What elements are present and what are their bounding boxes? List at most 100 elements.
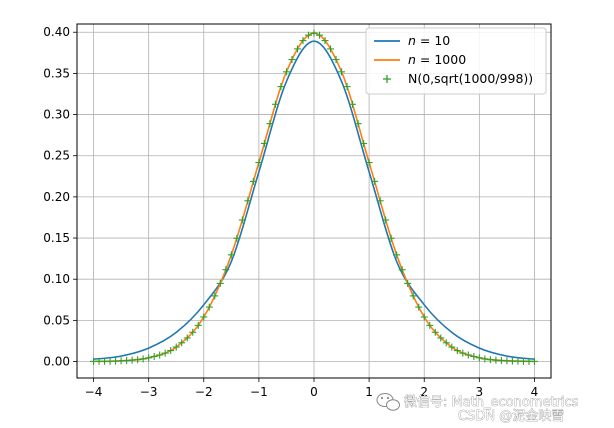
data-point-marker bbox=[194, 321, 202, 329]
x-tick-label: −4 bbox=[85, 385, 103, 399]
data-point-marker bbox=[282, 68, 290, 76]
data-point-marker bbox=[321, 37, 329, 45]
data-point-marker bbox=[249, 177, 257, 185]
data-point-marker bbox=[227, 251, 235, 259]
data-point-marker bbox=[459, 349, 467, 357]
data-point-marker bbox=[453, 347, 461, 355]
data-point-marker bbox=[376, 197, 384, 205]
series-markers-3 bbox=[90, 29, 538, 365]
data-point-marker bbox=[382, 216, 390, 224]
data-point-marker bbox=[260, 139, 268, 147]
legend-label-1-var: n bbox=[408, 33, 416, 48]
data-point-marker bbox=[310, 29, 318, 37]
data-point-marker bbox=[145, 354, 153, 362]
data-point-marker bbox=[354, 120, 362, 128]
legend-label-1-value: = 10 bbox=[416, 33, 450, 48]
y-tick-label: 0.20 bbox=[43, 190, 70, 204]
data-point-marker bbox=[233, 234, 241, 242]
data-point-marker bbox=[222, 266, 230, 274]
y-tick-label: 0.05 bbox=[43, 313, 70, 327]
x-tick-label: −3 bbox=[140, 385, 158, 399]
data-point-marker bbox=[420, 313, 428, 321]
data-point-marker bbox=[409, 292, 417, 300]
data-point-marker bbox=[172, 343, 180, 351]
data-point-marker bbox=[442, 339, 450, 347]
data-point-marker bbox=[205, 303, 213, 311]
data-point-marker bbox=[304, 31, 312, 39]
x-axis: −4 −3 −2 −1 0 1 2 3 4 bbox=[85, 378, 539, 399]
data-point-marker bbox=[365, 159, 373, 167]
y-tick-label: 0.00 bbox=[43, 355, 70, 369]
data-point-marker bbox=[398, 266, 406, 274]
legend-box bbox=[365, 27, 547, 95]
data-point-marker bbox=[266, 120, 274, 128]
data-point-marker bbox=[371, 177, 379, 185]
x-tick-label: 4 bbox=[531, 385, 539, 399]
y-axis: 0.00 0.05 0.10 0.15 0.20 0.25 0.30 0.35 0.40 bbox=[43, 25, 77, 369]
legend-label-2-var: n bbox=[408, 52, 416, 67]
data-point-marker bbox=[216, 279, 224, 287]
data-point-marker bbox=[178, 339, 186, 347]
data-point-marker bbox=[530, 357, 538, 365]
x-tick-label: −1 bbox=[250, 385, 268, 399]
series-layer bbox=[90, 29, 538, 365]
watermark-wechat-text: 微信号: Math_econometrics bbox=[404, 395, 579, 410]
y-tick-label: 0.35 bbox=[43, 66, 70, 80]
y-tick-label: 0.40 bbox=[43, 25, 70, 39]
data-point-marker bbox=[387, 234, 395, 242]
data-point-marker bbox=[134, 356, 142, 364]
data-point-marker bbox=[277, 83, 285, 91]
data-point-marker bbox=[481, 355, 489, 363]
data-point-marker bbox=[244, 197, 252, 205]
data-point-marker bbox=[475, 354, 483, 362]
legend-label-2-value: = 1000 bbox=[416, 52, 466, 67]
data-point-marker bbox=[327, 45, 335, 53]
data-point-marker bbox=[288, 56, 296, 64]
y-tick-label: 0.10 bbox=[43, 272, 70, 286]
data-point-marker bbox=[150, 352, 158, 360]
data-point-marker bbox=[139, 355, 147, 363]
data-point-marker bbox=[338, 68, 346, 76]
data-point-marker bbox=[200, 313, 208, 321]
y-tick-label: 0.30 bbox=[43, 108, 70, 122]
x-tick-label: 2 bbox=[420, 385, 428, 399]
legend-marker-3 bbox=[383, 75, 391, 83]
data-point-marker bbox=[167, 347, 175, 355]
data-point-marker bbox=[431, 328, 439, 336]
y-tick-label: 0.15 bbox=[43, 231, 70, 245]
data-point-marker bbox=[299, 37, 307, 45]
x-tick-label: 0 bbox=[310, 385, 318, 399]
y-tick-label: 0.25 bbox=[43, 149, 70, 163]
x-tick-label: 3 bbox=[476, 385, 484, 399]
data-point-marker bbox=[437, 334, 445, 342]
series-line-1 bbox=[93, 40, 535, 361]
x-tick-label: 1 bbox=[365, 385, 373, 399]
data-point-marker bbox=[316, 31, 324, 39]
wechat-icon bbox=[376, 393, 400, 411]
legend: n = 10 n = 1000 N(0,sqrt(1000/998)) bbox=[365, 27, 547, 95]
x-tick-label: −2 bbox=[195, 385, 213, 399]
data-point-marker bbox=[238, 216, 246, 224]
data-point-marker bbox=[156, 351, 164, 359]
legend-label-2: n = 1000 bbox=[408, 52, 466, 67]
data-point-marker bbox=[271, 100, 279, 108]
legend-label-1: n = 10 bbox=[408, 33, 450, 48]
data-point-marker bbox=[404, 279, 412, 287]
data-point-marker bbox=[360, 139, 368, 147]
data-point-marker bbox=[448, 343, 456, 351]
data-point-marker bbox=[211, 292, 219, 300]
data-point-marker bbox=[415, 303, 423, 311]
data-point-marker bbox=[470, 352, 478, 360]
legend-label-3: N(0,sqrt(1000/998)) bbox=[408, 71, 533, 86]
data-point-marker bbox=[183, 334, 191, 342]
data-point-marker bbox=[189, 328, 197, 336]
watermark: 微信号: Math_econometrics CSDN @泥金映雪 bbox=[376, 393, 579, 424]
data-point-marker bbox=[293, 45, 301, 53]
data-point-marker bbox=[393, 251, 401, 259]
data-point-marker bbox=[426, 321, 434, 329]
data-point-marker bbox=[464, 351, 472, 359]
data-point-marker bbox=[343, 83, 351, 91]
data-point-marker bbox=[255, 159, 263, 167]
data-point-marker bbox=[349, 100, 357, 108]
data-point-marker bbox=[332, 56, 340, 64]
